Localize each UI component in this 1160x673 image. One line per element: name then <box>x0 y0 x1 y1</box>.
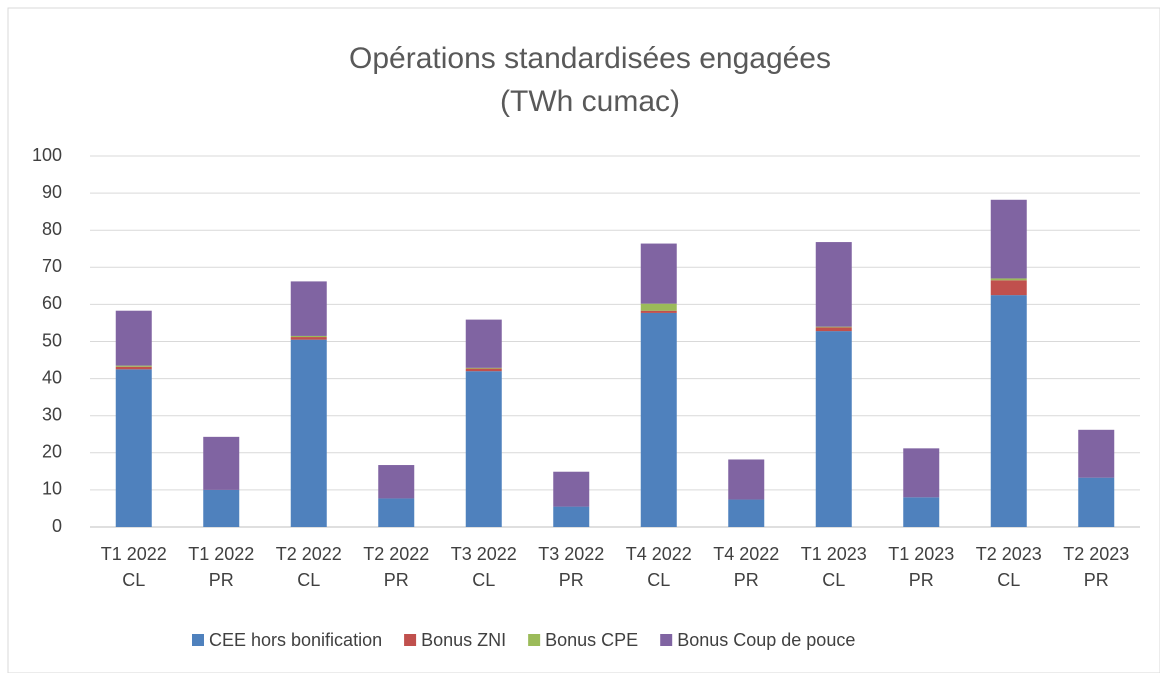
bar-segment <box>115 365 152 367</box>
x-tick-label: T4 2022 PR <box>713 544 780 590</box>
y-tick-label: 30 <box>42 404 62 424</box>
bar-segment <box>1078 429 1115 478</box>
x-tick-label: T1 2022 CL <box>100 544 167 590</box>
bar-segment <box>553 471 590 507</box>
x-tick-label: T2 2022 CL <box>275 544 342 590</box>
legend-label: Bonus CPE <box>545 630 638 650</box>
bar-segment <box>815 331 852 527</box>
legend-swatch <box>528 634 541 646</box>
x-tick-label: T3 2022 PR <box>538 544 605 590</box>
bar-segment <box>990 295 1027 527</box>
bar-segment <box>553 506 590 527</box>
bar-segment <box>640 310 677 313</box>
legend-label: Bonus ZNI <box>421 630 506 650</box>
bar-segment <box>465 368 502 372</box>
bar-segment <box>815 242 852 327</box>
y-tick-label: 20 <box>42 442 62 462</box>
y-tick-label: 10 <box>42 479 62 499</box>
x-tick-label: T4 2022 CL <box>625 544 692 590</box>
bar-segment <box>465 319 502 368</box>
bar-segment <box>640 303 677 311</box>
bar-segment <box>465 371 502 527</box>
bar-segment <box>815 326 852 328</box>
y-tick-label: 40 <box>42 367 62 387</box>
chart-border <box>7 7 1160 673</box>
bar-segment <box>903 448 940 498</box>
bar-segment <box>290 335 327 338</box>
bar-segment <box>115 366 152 370</box>
bar-segment <box>903 497 940 527</box>
bar-segment <box>378 498 415 527</box>
y-tick-label: 50 <box>42 330 62 350</box>
bar-segment <box>290 337 327 340</box>
chart-title: Opérations standardisées engagées <box>349 42 831 75</box>
y-tick-label: 70 <box>42 256 62 276</box>
bar-segment <box>378 465 415 499</box>
bar-segment <box>115 369 152 527</box>
bar-segment <box>115 310 152 366</box>
bar-segment <box>728 459 765 500</box>
legend-swatch <box>660 634 673 646</box>
bar-segment <box>728 499 765 527</box>
x-tick-label: T2 2023 PR <box>1063 544 1130 590</box>
legend-label: Bonus Coup de pouce <box>677 630 855 650</box>
x-tick-label: T1 2023 PR <box>888 544 955 590</box>
legend-swatch <box>192 634 204 646</box>
bar-segment <box>290 339 327 527</box>
y-tick-label: 60 <box>42 293 62 313</box>
bar-segment <box>990 278 1027 281</box>
bar-segment <box>203 436 240 490</box>
bar-segment <box>815 327 852 332</box>
y-tick-label: 80 <box>42 219 62 239</box>
chart-subtitle: (TWh cumac) <box>500 85 680 118</box>
bar-segment <box>990 199 1027 279</box>
legend-label: CEE hors bonification <box>209 630 382 650</box>
bar-segment <box>290 281 327 336</box>
bar-segment <box>203 489 240 527</box>
x-tick-label: T1 2023 CL <box>800 544 867 590</box>
y-tick-label: 0 <box>52 516 62 536</box>
y-tick-label: 90 <box>42 182 62 202</box>
x-tick-label: T2 2022 PR <box>363 544 430 590</box>
x-tick-label: T3 2022 CL <box>450 544 517 590</box>
bar-segment <box>640 243 677 304</box>
bar-segment <box>990 280 1027 296</box>
y-tick-label: 100 <box>32 145 62 165</box>
bar-segment <box>1078 477 1115 527</box>
legend-swatch <box>404 634 417 646</box>
x-tick-label: T2 2023 CL <box>975 544 1042 590</box>
x-tick-label: T1 2022 PR <box>188 544 255 590</box>
bar-segment <box>640 312 677 527</box>
bar-segment <box>465 367 502 369</box>
